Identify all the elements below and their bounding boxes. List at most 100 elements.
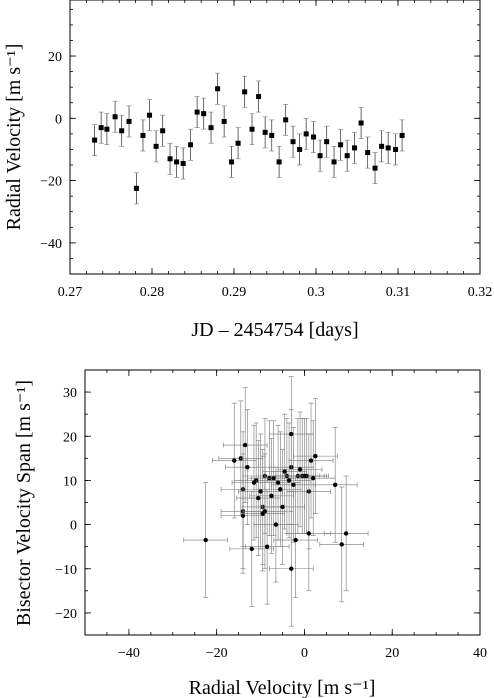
circle-marker: [269, 493, 274, 499]
square-marker: [104, 126, 110, 132]
data-point: [215, 72, 221, 105]
data-point: [283, 104, 289, 136]
circle-marker: [256, 495, 261, 501]
x-tick-label: 0.28: [140, 285, 165, 300]
y-tick-label: −10: [55, 563, 77, 578]
data-point: [183, 482, 228, 598]
circle-marker: [343, 531, 349, 536]
data-point: [365, 136, 371, 169]
radial-velocity-time-series-chart: 0.27 0.28 0.29 0.3 0.31 0.32 −40 −20 0 20 JD – 2…: [3, 0, 492, 341]
square-marker: [379, 143, 385, 149]
data-point: [251, 420, 296, 536]
circle-marker: [271, 476, 276, 481]
data-point: [319, 486, 364, 603]
circle-marker: [289, 431, 294, 437]
data-point: [276, 146, 282, 178]
data-point: [119, 114, 125, 147]
square-marker: [262, 129, 268, 135]
square-marker: [180, 160, 186, 166]
data-point: [126, 105, 132, 138]
data-point: [311, 121, 317, 153]
circle-marker: [308, 458, 314, 463]
data-point: [297, 133, 303, 166]
data-point: [235, 127, 241, 160]
circle-marker: [293, 537, 298, 543]
data-point: [242, 75, 248, 108]
x-tick-label: 0.3: [307, 285, 325, 300]
circle-marker: [273, 522, 279, 527]
square-marker: [344, 153, 350, 159]
data-point: [277, 411, 323, 528]
circle-marker: [275, 480, 281, 485]
circle-marker: [282, 469, 287, 474]
circle-marker: [286, 478, 292, 483]
y-tick-label: −20: [40, 175, 62, 190]
data-point: [180, 147, 186, 180]
data-point: [229, 146, 235, 178]
data-point: [104, 113, 110, 146]
data-point: [344, 139, 350, 172]
data-point: [253, 466, 299, 583]
data-point: [288, 402, 334, 519]
square-marker: [269, 132, 275, 138]
circle-marker: [232, 458, 237, 463]
circle-marker: [262, 509, 268, 514]
square-marker: [119, 128, 125, 134]
square-marker: [352, 145, 358, 151]
data-point: [290, 125, 296, 158]
square-marker: [194, 109, 200, 115]
square-marker: [235, 140, 241, 146]
square-marker: [399, 132, 405, 138]
data-point: [317, 139, 323, 172]
square-marker: [331, 159, 337, 165]
data-point: [312, 427, 358, 543]
square-marker: [201, 111, 207, 117]
data-point: [269, 119, 275, 152]
square-marker: [221, 118, 227, 124]
bisector-vs-radial-velocity-chart: −40 −20 0 20 40 −20 −10 0 10 20 30 Radial Velocit…: [13, 369, 487, 698]
x-tick-label: −20: [206, 646, 228, 661]
square-marker: [153, 143, 159, 149]
bottom-x-ticks: −40 −20 0 20 40: [84, 370, 487, 661]
data-point: [147, 99, 153, 132]
square-marker: [365, 150, 371, 156]
square-marker: [249, 126, 255, 132]
square-marker: [92, 137, 98, 143]
bottom-x-axis-title: Radial Velocity [m s⁻¹]: [189, 677, 376, 698]
data-point: [399, 119, 405, 152]
data-point: [249, 113, 255, 146]
bottom-data-points: [183, 376, 369, 627]
bottom-y-ticks: −20 −10 0 10 20 30: [55, 369, 480, 636]
data-point: [323, 475, 369, 592]
y-tick-label: 20: [63, 430, 77, 445]
y-tick-label: 20: [48, 50, 62, 65]
data-point: [393, 133, 399, 166]
data-point: [271, 427, 316, 543]
circle-marker: [245, 464, 250, 470]
x-tick-label: 0.31: [386, 285, 411, 300]
square-marker: [140, 132, 146, 138]
circle-marker: [313, 453, 318, 459]
data-point: [167, 142, 173, 175]
top-plot-frame: [69, 0, 481, 275]
circle-marker: [278, 487, 283, 492]
square-marker: [317, 153, 323, 159]
circle-marker: [203, 537, 208, 543]
x-tick-label: 0.27: [58, 285, 83, 300]
circle-marker: [249, 546, 254, 552]
data-point: [273, 482, 318, 598]
data-point: [140, 119, 146, 152]
circle-marker: [311, 476, 316, 481]
data-point: [352, 132, 358, 164]
square-marker: [393, 146, 399, 152]
x-tick-label: 0.32: [468, 285, 493, 300]
square-marker: [358, 120, 364, 126]
data-point: [269, 511, 314, 627]
top-y-ticks: −40 −20 0 20: [40, 8, 480, 275]
square-marker: [283, 117, 289, 123]
circle-marker: [306, 531, 312, 536]
x-tick-label: 40: [473, 646, 487, 661]
square-marker: [256, 94, 262, 100]
square-marker: [188, 142, 194, 148]
data-point: [379, 130, 385, 163]
